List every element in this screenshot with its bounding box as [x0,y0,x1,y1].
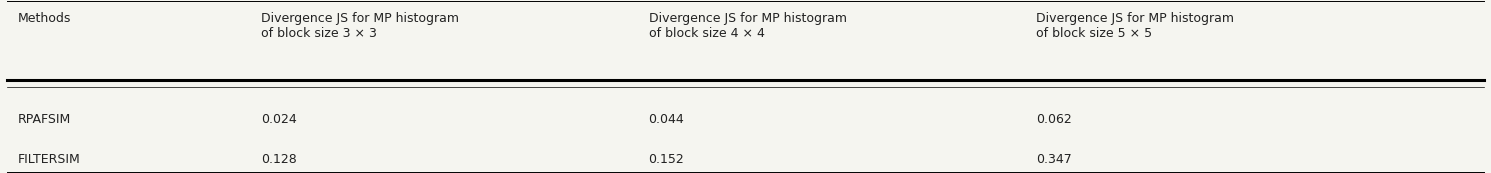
Text: FILTERSIM: FILTERSIM [18,153,81,166]
Text: RPAFSIM: RPAFSIM [18,113,72,126]
Text: Divergence JS for MP histogram
of block size 4 × 4: Divergence JS for MP histogram of block … [649,12,847,40]
Text: Methods: Methods [18,12,72,25]
Text: 0.024: 0.024 [261,113,297,126]
Text: 0.044: 0.044 [649,113,684,126]
Text: Divergence JS for MP histogram
of block size 3 × 3: Divergence JS for MP histogram of block … [261,12,459,40]
Text: Divergence JS for MP histogram
of block size 5 × 5: Divergence JS for MP histogram of block … [1036,12,1235,40]
Text: 0.152: 0.152 [649,153,684,166]
Text: 0.062: 0.062 [1036,113,1072,126]
Text: 0.347: 0.347 [1036,153,1072,166]
Text: 0.128: 0.128 [261,153,297,166]
